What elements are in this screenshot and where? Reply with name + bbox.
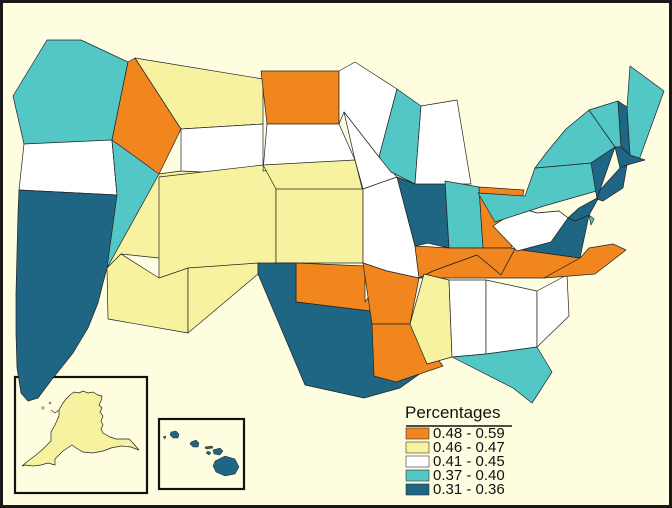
svg-text:0.31 - 0.36: 0.31 - 0.36 xyxy=(433,481,505,498)
svg-text:Percentages: Percentages xyxy=(405,403,500,422)
